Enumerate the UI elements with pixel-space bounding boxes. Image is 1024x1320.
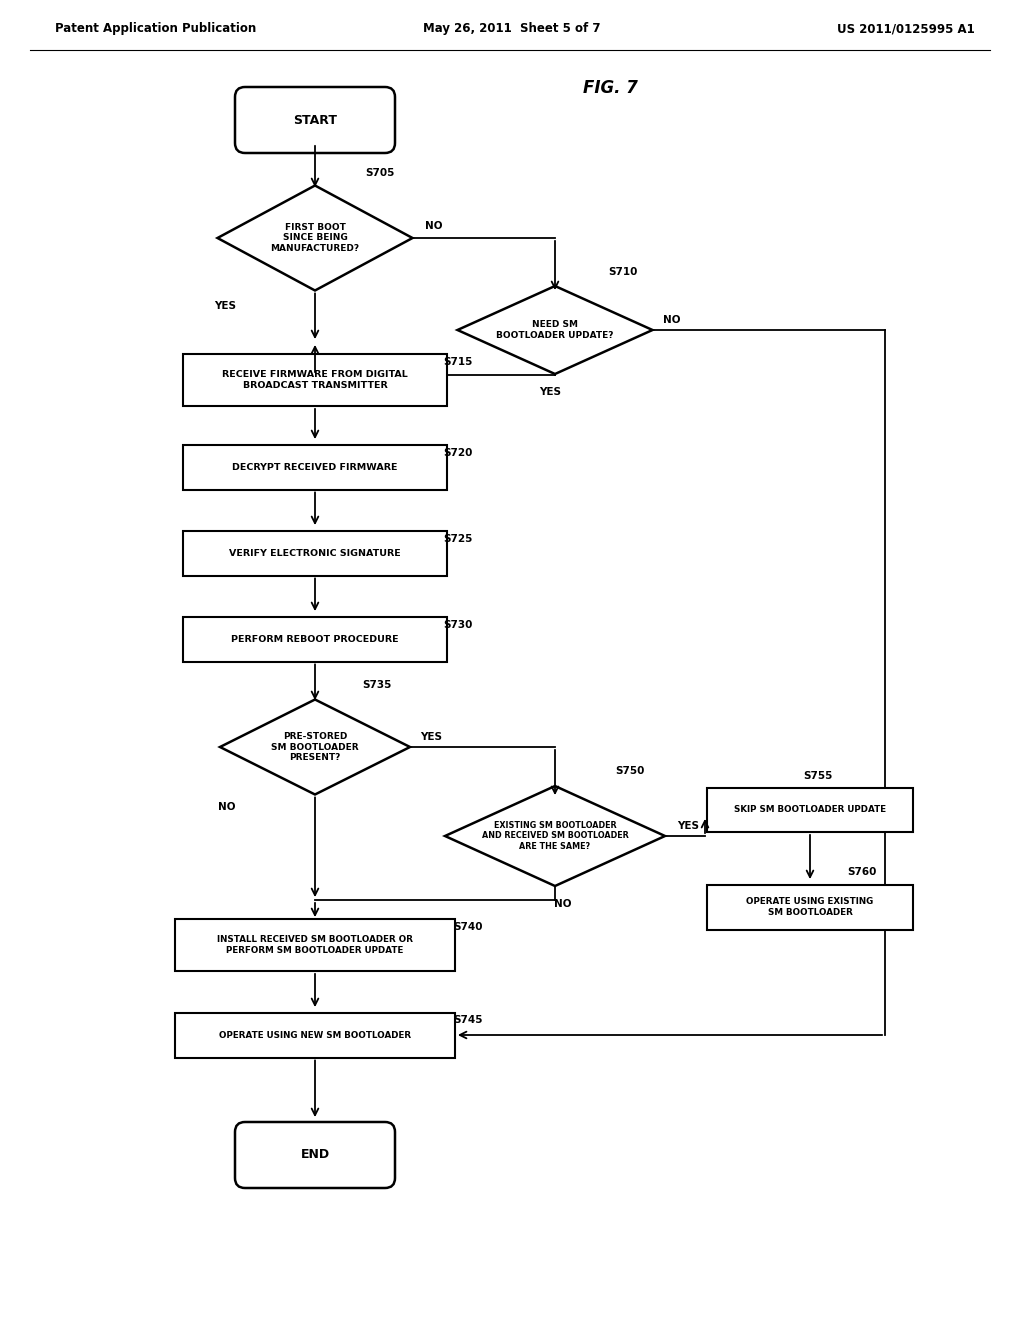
Text: SKIP SM BOOTLOADER UPDATE: SKIP SM BOOTLOADER UPDATE [734,805,886,814]
Text: S730: S730 [443,620,473,630]
Text: OPERATE USING NEW SM BOOTLOADER: OPERATE USING NEW SM BOOTLOADER [219,1031,411,1040]
Polygon shape [458,286,652,374]
FancyBboxPatch shape [234,87,395,153]
Bar [182,445,447,490]
Text: YES: YES [677,821,699,832]
Text: END: END [300,1148,330,1162]
Polygon shape [220,700,410,795]
Text: FIG. 7: FIG. 7 [583,79,637,96]
Text: Patent Application Publication: Patent Application Publication [55,22,256,36]
Text: S720: S720 [443,447,473,458]
Text: NO: NO [554,899,571,909]
Text: VERIFY ELECTRONIC SIGNATURE: VERIFY ELECTRONIC SIGNATURE [229,549,400,557]
Polygon shape [445,785,665,886]
Bar [175,1012,455,1057]
Text: S750: S750 [615,766,645,776]
Bar [708,788,912,832]
Text: S760: S760 [847,867,877,876]
Text: FIRST BOOT
SINCE BEING
MANUFACTURED?: FIRST BOOT SINCE BEING MANUFACTURED? [270,223,359,253]
Polygon shape [217,186,413,290]
Bar [708,884,912,929]
Text: NO: NO [663,315,681,325]
Text: EXISTING SM BOOTLOADER
AND RECEIVED SM BOOTLOADER
ARE THE SAME?: EXISTING SM BOOTLOADER AND RECEIVED SM B… [481,821,629,851]
Text: S755: S755 [803,771,833,781]
Text: S710: S710 [608,267,638,277]
Bar [182,616,447,661]
Text: May 26, 2011  Sheet 5 of 7: May 26, 2011 Sheet 5 of 7 [423,22,601,36]
Text: YES: YES [420,733,442,742]
Text: S740: S740 [454,921,482,932]
Text: PRE-STORED
SM BOOTLOADER
PRESENT?: PRE-STORED SM BOOTLOADER PRESENT? [271,731,358,762]
Text: YES: YES [214,301,236,312]
Text: OPERATE USING EXISTING
SM BOOTLOADER: OPERATE USING EXISTING SM BOOTLOADER [746,898,873,917]
Text: S715: S715 [443,356,473,367]
Text: NO: NO [218,803,236,812]
Text: US 2011/0125995 A1: US 2011/0125995 A1 [838,22,975,36]
Text: S725: S725 [443,535,473,544]
Bar [182,354,447,407]
Bar [182,531,447,576]
Text: NO: NO [425,220,442,231]
Text: S705: S705 [366,168,394,178]
Bar [175,919,455,972]
Text: INSTALL RECEIVED SM BOOTLOADER OR
PERFORM SM BOOTLOADER UPDATE: INSTALL RECEIVED SM BOOTLOADER OR PERFOR… [217,935,413,954]
Text: S735: S735 [362,680,392,690]
Text: NEED SM
BOOTLOADER UPDATE?: NEED SM BOOTLOADER UPDATE? [497,321,613,339]
Text: RECEIVE FIRMWARE FROM DIGITAL
BROADCAST TRANSMITTER: RECEIVE FIRMWARE FROM DIGITAL BROADCAST … [222,370,408,389]
FancyBboxPatch shape [234,1122,395,1188]
Text: START: START [293,114,337,127]
Text: DECRYPT RECEIVED FIRMWARE: DECRYPT RECEIVED FIRMWARE [232,462,397,471]
Text: YES: YES [539,387,561,397]
Text: PERFORM REBOOT PROCEDURE: PERFORM REBOOT PROCEDURE [231,635,398,644]
Text: S745: S745 [454,1015,482,1026]
